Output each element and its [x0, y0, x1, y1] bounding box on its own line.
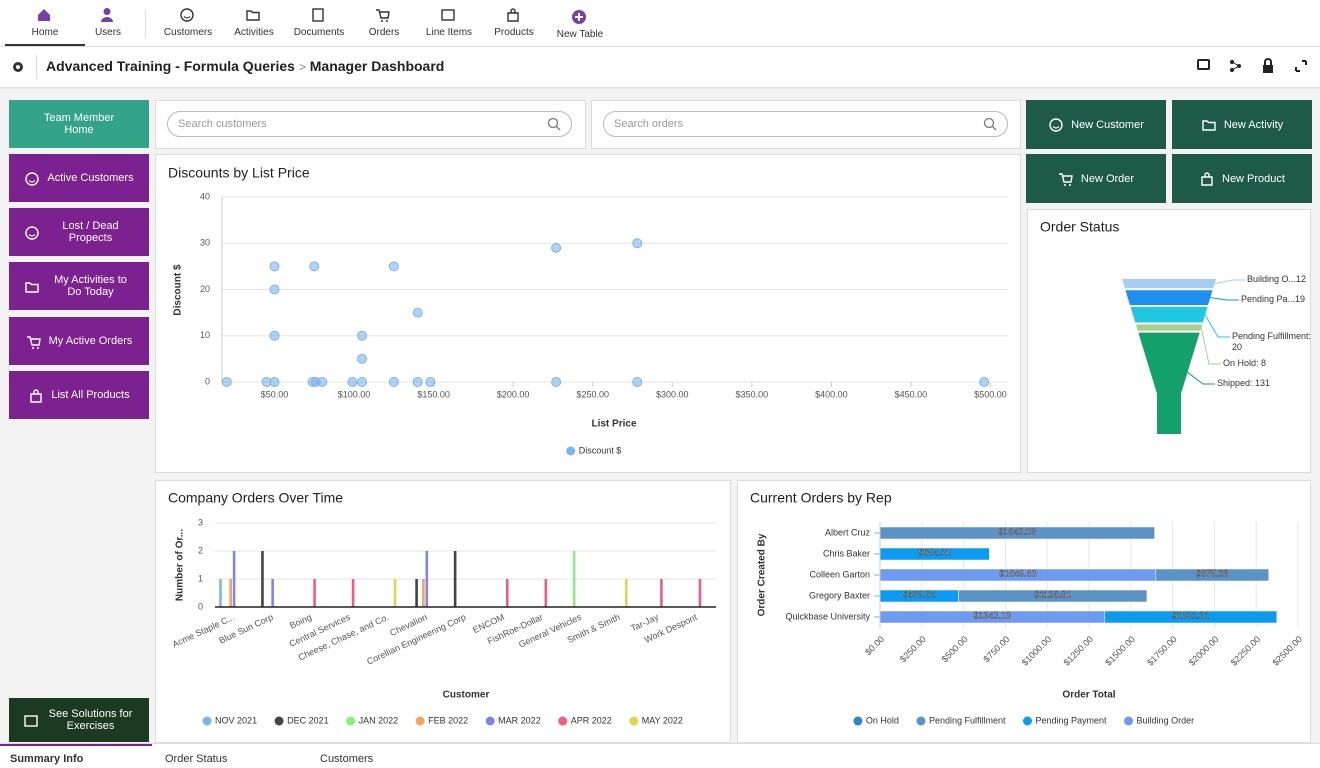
page-title: Manager Dashboard: [309, 58, 445, 74]
icon: [312, 8, 324, 22]
chart-panel: [155, 480, 731, 743]
action-button[interactable]: New Activity: [1172, 100, 1312, 149]
sidebar-button[interactable]: Team Member Home: [9, 100, 149, 148]
funnel-label: Pending Pa...19: [1241, 294, 1306, 304]
nav-label: New Table: [556, 29, 604, 40]
search-panel: [591, 100, 1021, 149]
search-icon: [547, 117, 561, 131]
icon: [376, 9, 390, 22]
solutions-button-label: See Solutions for Exercises: [48, 708, 133, 732]
sidebar-button[interactable]: My Active Orders: [9, 317, 149, 365]
sidebar-button-label: List All Products: [51, 389, 130, 401]
icon: [30, 388, 43, 403]
icon: [1202, 120, 1216, 131]
search-placeholder: Search customers: [178, 118, 267, 130]
funnel-label: On Hold: 8: [1223, 358, 1267, 368]
search-input[interactable]: Search customers: [167, 111, 572, 137]
nav-item[interactable]: New Table: [540, 0, 620, 46]
tab[interactable]: Customers: [320, 753, 374, 765]
nav-label: Home: [31, 27, 59, 38]
solutions-button[interactable]: See Solutions for Exercises: [9, 698, 149, 742]
tab[interactable]: Order Status: [165, 753, 228, 765]
icon: [180, 8, 194, 22]
nav-item[interactable]: Orders: [344, 0, 424, 46]
breadcrumb-separator: >: [298, 60, 306, 74]
icon: [1201, 172, 1213, 186]
icon: [1049, 118, 1063, 132]
chart-panel: [737, 480, 1311, 743]
tab-indicator: [0, 744, 152, 746]
tab[interactable]: Summary Info: [10, 753, 84, 765]
sidebar-button-label: Team Member Home: [43, 112, 115, 136]
sidebar-button-label: My Activities to Do Today: [54, 274, 127, 298]
funnel-label: Building O...12: [1247, 274, 1307, 284]
action-button[interactable]: New Customer: [1026, 100, 1166, 149]
nav-item[interactable]: Home: [5, 0, 85, 46]
top-nav: Home Users Customers Activities Documents Ord…: [0, 0, 1320, 47]
icon: [38, 9, 50, 21]
app-title[interactable]: Advanced Training - Formula Queries: [46, 58, 295, 74]
sidebar-button-label: My Active Orders: [48, 335, 133, 347]
action-button-label: New Product: [1222, 172, 1285, 185]
nav-item[interactable]: Users: [68, 0, 148, 46]
action-button-label: New Order: [1080, 172, 1135, 185]
nav-item[interactable]: Activities: [214, 0, 294, 46]
search-icon: [983, 117, 997, 131]
sidebar-button[interactable]: Active Customers: [9, 154, 149, 202]
icon: [507, 8, 519, 22]
header-divider: [36, 55, 37, 79]
sidebar-button-label: Active Customers: [47, 172, 134, 184]
funnel-label: Shipped: 131: [1217, 378, 1271, 388]
search-placeholder: Search orders: [614, 118, 684, 130]
search-input[interactable]: Search orders: [603, 111, 1008, 137]
search-panel: [155, 100, 586, 149]
bottom-tabs: Summary Info Order Status Customers: [0, 743, 1320, 768]
nav-label: Customers: [163, 27, 213, 38]
action-button[interactable]: New Order: [1026, 154, 1166, 203]
nav-item[interactable]: Documents: [279, 0, 359, 46]
nav-label: Line Items: [425, 27, 473, 38]
nav-label: Products: [494, 27, 534, 38]
icon: [24, 225, 39, 240]
sidebar-button[interactable]: My Activities to Do Today: [9, 262, 149, 310]
icon: [246, 10, 260, 21]
nav-divider: [145, 10, 146, 38]
funnel-label: Pending Fulfillment: 20: [1232, 331, 1312, 352]
nav-item[interactable]: Customers: [148, 0, 228, 46]
nav-item[interactable]: Products: [474, 0, 554, 46]
icon: [101, 8, 113, 22]
icon: [1058, 173, 1073, 186]
breadcrumb: Advanced Training - Formula Queries > Ma…: [46, 58, 444, 74]
nav-label: Users: [94, 27, 122, 38]
sidebar-button[interactable]: List All Products: [9, 371, 149, 419]
nav-label: Orders: [368, 27, 400, 38]
action-button[interactable]: New Product: [1172, 154, 1312, 203]
icon: [23, 714, 38, 727]
action-button-label: New Activity: [1223, 118, 1284, 131]
header-tools[interactable]: [1196, 57, 1312, 75]
icon: [26, 335, 41, 349]
sidebar-button-label: Lost / Dead Propects: [62, 220, 119, 244]
nav-label: Documents: [293, 27, 345, 38]
icon: [572, 10, 586, 24]
nav-label: Activities: [234, 27, 274, 38]
page-header: Advanced Training - Formula Queries > Ma…: [0, 47, 1320, 87]
settings-icon[interactable]: [10, 59, 26, 75]
icon: [441, 9, 455, 21]
nav-item[interactable]: Line Items: [409, 0, 489, 46]
icon: [25, 171, 40, 186]
sidebar-button[interactable]: Lost / Dead Propects: [9, 208, 149, 256]
icon: [24, 281, 39, 293]
chart-panel: [155, 154, 1021, 473]
action-button-label: New Customer: [1071, 118, 1144, 131]
